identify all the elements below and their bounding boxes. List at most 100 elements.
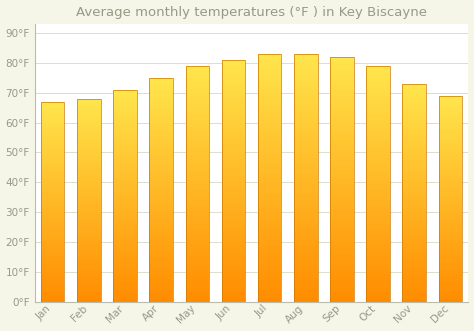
Bar: [402, 213, 426, 214]
Bar: [149, 275, 173, 277]
Bar: [186, 243, 209, 245]
Bar: [330, 179, 354, 182]
Bar: [258, 98, 282, 101]
Bar: [294, 98, 318, 101]
Bar: [366, 101, 390, 104]
Bar: [258, 133, 282, 136]
Bar: [77, 249, 100, 251]
Bar: [330, 216, 354, 218]
Bar: [113, 300, 137, 302]
Bar: [222, 173, 245, 176]
Bar: [258, 287, 282, 290]
Bar: [149, 250, 173, 253]
Bar: [113, 111, 137, 113]
Bar: [330, 223, 354, 226]
Bar: [222, 84, 245, 86]
Bar: [77, 202, 100, 204]
Bar: [113, 257, 137, 260]
Bar: [258, 170, 282, 173]
Bar: [41, 144, 64, 146]
Bar: [222, 106, 245, 108]
Bar: [294, 265, 318, 267]
Bar: [366, 113, 390, 115]
Bar: [294, 227, 318, 230]
Bar: [113, 92, 137, 94]
Bar: [258, 208, 282, 210]
Bar: [366, 262, 390, 264]
Bar: [41, 142, 64, 144]
Title: Average monthly temperatures (°F ) in Key Biscayne: Average monthly temperatures (°F ) in Ke…: [76, 6, 427, 19]
Bar: [366, 300, 390, 302]
Bar: [186, 118, 209, 120]
Bar: [294, 262, 318, 265]
Bar: [402, 243, 426, 245]
Bar: [149, 230, 173, 232]
Bar: [402, 208, 426, 210]
Bar: [149, 145, 173, 147]
Bar: [41, 252, 64, 254]
Bar: [330, 135, 354, 138]
Bar: [402, 156, 426, 158]
Bar: [402, 219, 426, 221]
Bar: [186, 283, 209, 285]
Bar: [438, 98, 462, 100]
Bar: [113, 183, 137, 185]
Bar: [113, 223, 137, 225]
Bar: [438, 122, 462, 124]
Bar: [258, 106, 282, 108]
Bar: [438, 242, 462, 244]
Bar: [438, 207, 462, 209]
Bar: [77, 154, 100, 156]
Bar: [41, 202, 64, 204]
Bar: [113, 185, 137, 187]
Bar: [258, 215, 282, 217]
Bar: [366, 66, 390, 302]
Bar: [330, 130, 354, 133]
Bar: [186, 260, 209, 262]
Bar: [186, 266, 209, 269]
Bar: [402, 293, 426, 295]
Bar: [402, 177, 426, 180]
Bar: [330, 62, 354, 64]
Bar: [113, 261, 137, 264]
Bar: [186, 226, 209, 229]
Bar: [330, 277, 354, 280]
Bar: [366, 169, 390, 172]
Bar: [402, 230, 426, 232]
Bar: [113, 219, 137, 221]
Bar: [294, 203, 318, 205]
Bar: [222, 81, 245, 84]
Bar: [149, 89, 173, 91]
Bar: [330, 123, 354, 125]
Bar: [258, 220, 282, 222]
Bar: [294, 195, 318, 198]
Bar: [294, 290, 318, 292]
Bar: [113, 100, 137, 102]
Bar: [186, 221, 209, 224]
Bar: [113, 268, 137, 270]
Bar: [294, 111, 318, 113]
Bar: [330, 152, 354, 155]
Bar: [77, 135, 100, 137]
Bar: [294, 247, 318, 250]
Bar: [77, 251, 100, 253]
Bar: [438, 257, 462, 259]
Bar: [149, 136, 173, 138]
Bar: [222, 275, 245, 278]
Bar: [402, 278, 426, 280]
Bar: [149, 235, 173, 237]
Bar: [258, 143, 282, 146]
Bar: [258, 138, 282, 141]
Bar: [41, 162, 64, 164]
Bar: [258, 282, 282, 285]
Bar: [149, 244, 173, 246]
Bar: [113, 126, 137, 128]
Bar: [438, 195, 462, 197]
Bar: [222, 123, 245, 125]
Bar: [41, 222, 64, 224]
Bar: [258, 161, 282, 163]
Bar: [402, 151, 426, 154]
Bar: [77, 200, 100, 202]
Bar: [258, 61, 282, 64]
Bar: [330, 218, 354, 221]
